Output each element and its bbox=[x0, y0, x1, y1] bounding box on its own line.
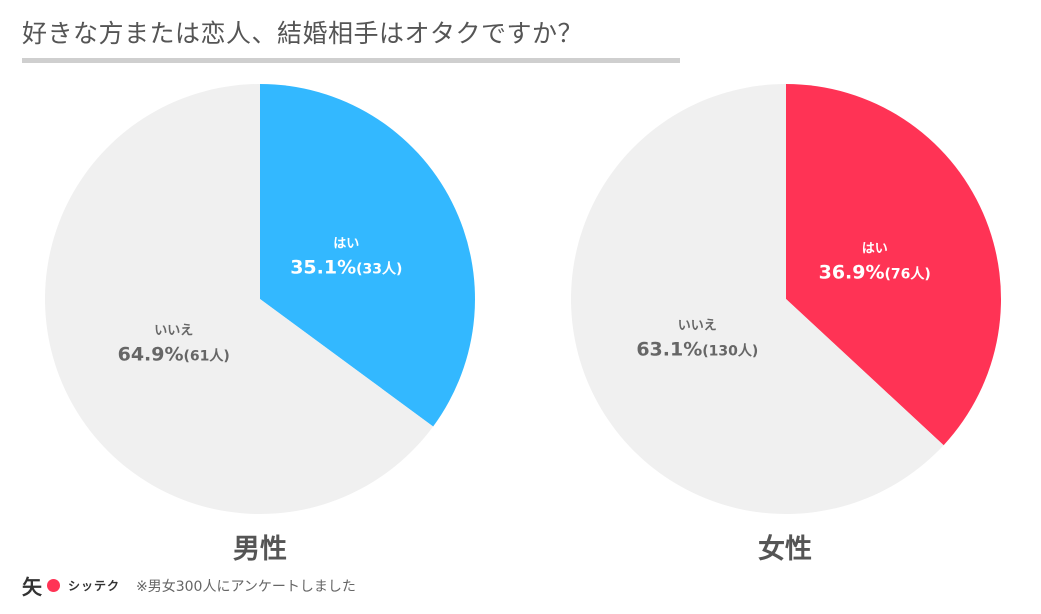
pie-female-label-yes: 36.9%(76人) bbox=[819, 261, 931, 283]
title-underline bbox=[22, 58, 680, 63]
pie-female-label-yes-category: はい bbox=[862, 241, 888, 256]
pie-male-label-yes-count: (33人) bbox=[356, 260, 402, 277]
pie-male-slice-no bbox=[44, 83, 434, 514]
pie-female-label: 女性 bbox=[758, 534, 812, 565]
pie-male-label-yes-percent: 35.1% bbox=[290, 256, 356, 278]
pie-male-label-no-count: (61人) bbox=[184, 348, 230, 365]
pie-female-label-no-count: (130人) bbox=[702, 343, 758, 360]
chart-title: 好きな方または恋人、結婚相手はオタクですか？ bbox=[22, 19, 584, 48]
pie-male: はい 35.1%(33人) いいえ 64.9%(61人) bbox=[44, 83, 475, 514]
pie-female: はい 36.9%(76人) いいえ 63.1%(130人) bbox=[571, 84, 1002, 515]
pie-male-label-yes-category: はい bbox=[333, 236, 359, 251]
pie-male-label-no-percent: 64.9% bbox=[118, 344, 184, 366]
logo-text: シッテク bbox=[68, 578, 121, 593]
pie-male-label-yes: 35.1%(33人) bbox=[290, 256, 402, 278]
pie-female-label-no-percent: 63.1% bbox=[636, 339, 702, 361]
pie-male-label: 男性 bbox=[233, 534, 287, 565]
pie-female-slice-yes bbox=[786, 84, 1002, 446]
logo: 矢 シッテク bbox=[22, 569, 120, 601]
pie-female-label-no: 63.1%(130人) bbox=[636, 339, 758, 361]
logo-mark: 矢 bbox=[22, 570, 62, 600]
pie-female-label-yes-percent: 36.9% bbox=[819, 261, 885, 283]
pie-male-slice-yes bbox=[260, 84, 475, 427]
pie-male-label-no: 64.9%(61人) bbox=[118, 344, 230, 366]
pie-female-slice-no bbox=[571, 84, 944, 515]
survey-note: ※男女300人にアンケートしました bbox=[136, 579, 356, 595]
logo-face-icon bbox=[47, 579, 60, 592]
pie-female-label-no-category: いいえ bbox=[678, 319, 717, 334]
logo-kanji: 矢 bbox=[22, 575, 42, 599]
pie-female-label-yes-count: (76人) bbox=[885, 265, 931, 282]
pie-male-label-no-category: いいえ bbox=[154, 324, 193, 339]
